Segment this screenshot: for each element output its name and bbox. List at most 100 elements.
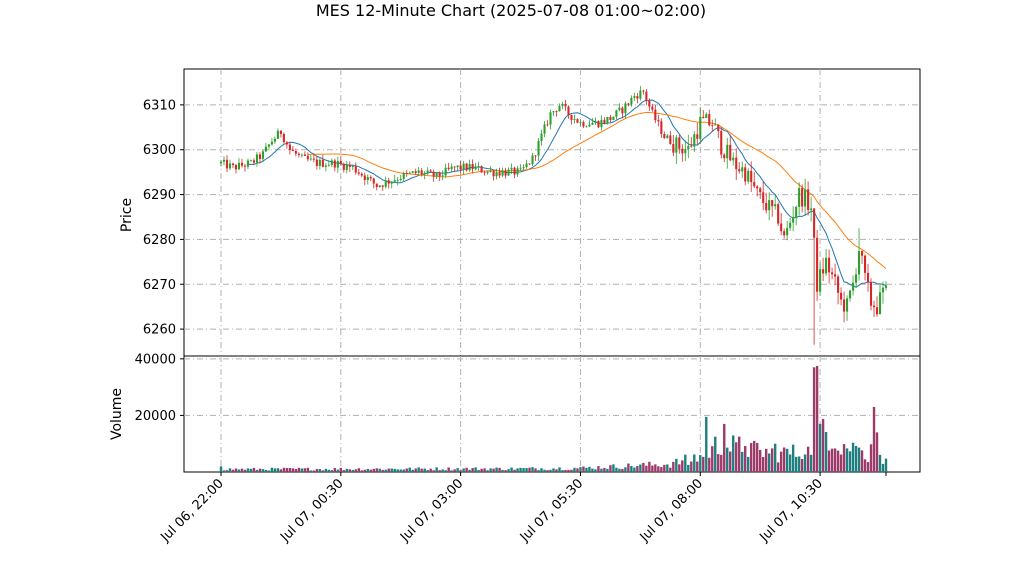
candle-body [576,119,579,123]
volume-bar [564,470,567,472]
volume-bar [327,469,331,472]
volume-bar [827,450,831,472]
volume-bar [453,469,456,472]
candle-body [765,202,768,211]
candle-body [762,192,765,203]
x-tick-label: Jul 07, 08:00 [637,476,706,545]
candle-body [489,171,492,172]
candle-body [249,160,253,162]
candle-body [630,97,633,105]
x-tick-label: Jul 07, 03:00 [397,476,466,545]
candle-body [798,188,801,207]
candle-body [300,154,303,156]
candle-body [375,183,378,187]
volume-bar [387,468,390,472]
volume-bar [372,468,375,472]
candle-body [408,172,411,174]
candle-body [480,166,483,173]
candle-body [627,103,630,105]
candle-body [567,106,570,115]
volume-bar [839,454,843,472]
candle-body [878,292,882,315]
volume-bar [528,467,531,472]
candle-body [387,180,390,184]
candle-body [411,171,414,173]
volume-bar [261,469,265,472]
candle-body [333,160,336,168]
volume-bar [282,467,286,472]
candle-body [384,180,387,187]
candle-body [795,206,798,218]
candle-body [612,116,615,121]
volume-bar [222,470,226,472]
candle-body [465,163,468,171]
candle-body [513,167,516,175]
candle-body [651,106,654,110]
volume-bar [273,468,277,472]
volume-bar [270,467,274,472]
volume-bar [561,470,564,472]
volume-bar [764,448,768,472]
candle-body [645,91,648,101]
volume-bar [501,469,504,472]
candle-body [777,204,780,224]
candle-body [381,185,384,187]
candle-body [555,111,558,112]
candle-body [714,124,717,126]
candle-body [723,154,726,159]
volume-bar [249,468,253,472]
x-tick-label: Jul 07, 00:30 [277,476,346,545]
volume-bar [414,468,417,472]
volume-bar [669,467,672,472]
volume-bar [723,423,726,472]
price-tick-label: 6260 [143,323,176,338]
candle-body [732,157,735,161]
candle-body [498,172,501,176]
candle-body [768,200,771,211]
price-tick-label: 6280 [143,233,176,248]
volume-bar [360,470,363,472]
candle-body [603,119,606,124]
candle-body [510,167,513,170]
volume-bar [531,467,534,472]
candle-body [708,114,711,126]
volume-bar [758,449,762,472]
volume-bar [384,469,387,472]
candle-body [693,134,696,147]
volume-bar [788,454,792,472]
candle-body [624,103,627,114]
candle-body [318,159,321,166]
candle-body [312,158,315,160]
candle-body [546,124,549,126]
volume-bar [465,467,468,472]
volume-bar [651,465,654,472]
candle-body [351,166,354,168]
candle-body [792,217,795,223]
candle-body [447,167,450,170]
candle-body [750,170,753,183]
volume-bar [336,469,340,472]
candle-body [840,292,843,300]
candle-body [663,134,666,139]
volume-bar [369,469,372,472]
candle-body [846,298,849,312]
price-y-ticks: 6260 6270 6280 6290 6300 6310 [143,98,184,338]
x-axis-ticks: Jul 06, 22:00 Jul 07, 00:30 Jul 07, 03:00 J… [157,472,887,546]
candle-body [621,107,624,114]
volume-bar [848,451,852,472]
candle-body [837,276,840,293]
x-tick-label: Jul 07, 10:30 [757,476,826,545]
candle-body [225,159,229,169]
candle-body [854,274,858,283]
candle-body [699,116,702,139]
volume-bar [267,470,271,472]
volume-bar [773,443,777,472]
volume-bar [306,467,310,472]
candle-body [681,148,684,154]
volume-bar [741,451,744,472]
volume-bar [875,432,879,472]
volume-bar [663,464,666,472]
candle-body [843,299,846,312]
volume-bar [351,469,354,472]
